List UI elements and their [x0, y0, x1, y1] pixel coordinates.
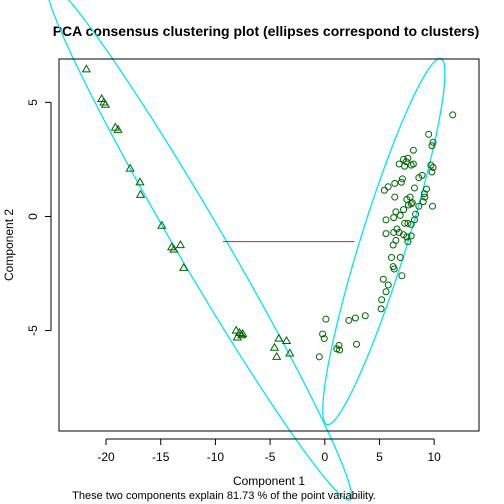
x-tick-label: 0	[321, 450, 328, 464]
cluster-2-point	[404, 201, 412, 209]
cluster-2-point	[419, 198, 427, 206]
cluster-2-point	[404, 219, 412, 227]
cluster-1-point	[179, 262, 189, 271]
cluster-2-point	[425, 130, 433, 138]
cluster-2-point	[401, 219, 409, 227]
x-axis-label: Component 1	[233, 474, 305, 488]
cluster-1-point	[169, 244, 179, 253]
x-tick-label: -10	[207, 450, 225, 464]
cluster-2-point	[382, 216, 390, 224]
cluster-2-point	[401, 162, 409, 170]
cluster-2-point	[427, 161, 435, 169]
cluster-2-point	[384, 183, 392, 191]
variability-footnote: These two components explain 81.73 % of …	[72, 490, 376, 502]
chart-title: PCA consensus clustering plot (ellipses …	[53, 23, 480, 39]
x-tick-label: 5	[376, 450, 383, 464]
cluster-1-point	[269, 342, 280, 351]
cluster-2-point	[415, 174, 423, 182]
cluster-2-point	[391, 193, 399, 201]
cluster-2-point	[428, 142, 436, 150]
cluster-1-point	[238, 329, 248, 338]
cluster-2-point	[410, 184, 418, 192]
cluster-2-point	[390, 214, 398, 222]
cluster-1-point	[175, 239, 186, 249]
x-axis: -20 -15 -10 -5 0 5 10	[97, 438, 441, 464]
cluster-2-point	[390, 265, 398, 273]
x-tick-label: -20	[97, 450, 115, 464]
cluster-2-point	[361, 312, 369, 320]
y-tick-label: 0	[26, 213, 40, 220]
cluster-2-point	[398, 175, 406, 183]
cluster-2-point	[408, 199, 416, 207]
cluster-2-point	[351, 314, 359, 322]
cluster-1-point	[135, 189, 146, 198]
cluster-1-point	[285, 348, 295, 357]
cluster-2-point	[397, 178, 405, 186]
cluster-2-point	[396, 254, 404, 262]
cluster-2-point	[404, 154, 412, 162]
cluster-2-point	[409, 146, 417, 154]
cluster-2-point	[420, 190, 428, 198]
cluster-2-point	[377, 305, 385, 313]
cluster-2-point	[390, 228, 398, 236]
cluster-2-point	[315, 353, 323, 361]
y-tick-label: 5	[26, 99, 40, 106]
cluster-1-point	[157, 220, 167, 229]
cluster-2-point	[388, 254, 395, 262]
cluster-2-point	[429, 202, 437, 210]
cluster-2-point	[379, 275, 387, 283]
cluster-2-point	[353, 340, 360, 348]
cluster-2-point	[382, 230, 390, 238]
cluster-1-point	[81, 64, 92, 73]
cluster-2-point	[396, 211, 404, 219]
cluster-1-point	[281, 335, 292, 344]
cluster-2-point	[391, 179, 399, 187]
cluster-2-point	[320, 335, 328, 343]
cluster-2-point	[345, 316, 353, 324]
cluster-2-point	[407, 232, 415, 240]
cluster-1-point	[100, 99, 111, 108]
cluster-2-point	[380, 186, 388, 194]
cluster-2-point	[319, 330, 327, 338]
cluster-2-point	[429, 163, 437, 171]
y-axis-label: Component 2	[2, 209, 16, 281]
cluster-2-point	[403, 233, 411, 241]
cluster-2-point	[409, 160, 417, 168]
cluster-2-point	[398, 272, 406, 280]
cluster-2-point	[407, 220, 415, 228]
x-tick-label: -15	[152, 450, 170, 464]
cluster-2-point	[421, 193, 429, 201]
cluster-2-point	[402, 158, 410, 166]
cluster-1-point	[125, 163, 135, 172]
cluster-2-point	[429, 138, 437, 146]
plot-area	[48, 0, 457, 501]
cluster-1-point	[271, 351, 282, 360]
x-tick-label: -5	[265, 450, 276, 464]
cluster-2-point	[410, 216, 418, 224]
cluster-2-point	[322, 315, 330, 323]
cluster-2-point	[404, 238, 412, 246]
cluster-2-point	[335, 341, 343, 349]
cluster-1-point	[274, 333, 284, 342]
cluster-2-point	[333, 345, 341, 353]
cluster-ellipse-1	[48, 0, 353, 501]
cluster-2-point	[400, 206, 408, 214]
cluster-1-point	[113, 124, 123, 133]
cluster-2-point	[428, 168, 436, 176]
cluster-2-point	[382, 288, 390, 296]
cluster-2-point	[389, 241, 397, 249]
cluster-ellipse-2	[322, 57, 446, 426]
cluster-2-point	[378, 296, 386, 304]
cluster-2-point	[415, 202, 423, 210]
x-tick-label: 10	[427, 450, 441, 464]
cluster-2-point	[449, 111, 457, 119]
plot-frame	[58, 58, 480, 432]
y-axis: -5 0 5	[26, 99, 52, 336]
y-tick-label: -5	[26, 325, 40, 336]
cluster-1-point	[135, 177, 145, 186]
cluster-1-point	[231, 325, 241, 334]
cluster-2-point	[384, 281, 392, 289]
